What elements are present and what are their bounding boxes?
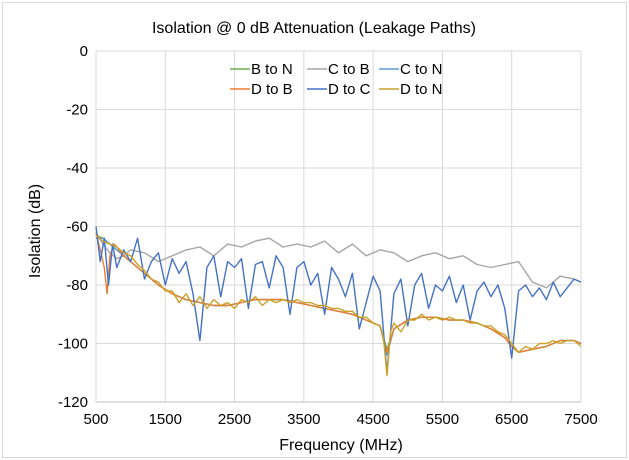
x-tick-label: 6500 (495, 411, 528, 428)
legend-label: D to N (400, 81, 443, 98)
x-tick-label: 1500 (149, 411, 182, 428)
legend-label: C to N (400, 61, 443, 78)
gridlines (95, 50, 582, 403)
isolation-chart: Isolation @ 0 dB Attenuation (Leakage Pa… (27, 20, 598, 454)
x-tick-label: 2500 (218, 411, 251, 428)
legend-label: B to N (251, 61, 293, 78)
y-axis-label: Isolation (dB) (27, 184, 44, 278)
series-line-d-to-c (95, 226, 582, 374)
series-line-c-to-b (95, 232, 582, 289)
x-tick-label: 3500 (287, 411, 320, 428)
x-axis-label: Frequency (MHz) (279, 437, 403, 454)
series-line-d-to-n (95, 234, 582, 377)
legend-label: D to C (328, 81, 371, 98)
x-tick-label: 5500 (426, 411, 459, 428)
series-line-d-to-b (95, 232, 582, 353)
y-tick-label: 0 (80, 43, 88, 60)
series-lines (95, 226, 582, 377)
y-tick-label: -60 (66, 219, 88, 236)
y-tick-label: -80 (66, 277, 88, 294)
legend-label: D to B (251, 81, 293, 98)
x-tick-label: 500 (83, 411, 108, 428)
chart-title: Isolation @ 0 dB Attenuation (Leakage Pa… (152, 20, 476, 37)
y-tick-label: -40 (66, 160, 88, 177)
y-tick-label: -120 (58, 394, 88, 411)
x-tick-label: 4500 (356, 411, 389, 428)
legend-label: C to B (328, 61, 370, 78)
y-tick-label: -20 (66, 102, 88, 119)
y-tick-label: -100 (58, 336, 88, 353)
x-tick-label: 7500 (564, 411, 597, 428)
legend: B to N C to B C to N D to B D to C D to N (230, 61, 443, 98)
